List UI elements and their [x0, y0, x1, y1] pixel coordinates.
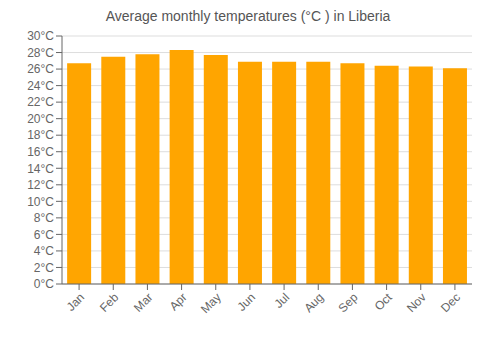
svg-text:Oct: Oct — [372, 290, 396, 314]
svg-text:Aug: Aug — [301, 290, 326, 315]
svg-text:Jul: Jul — [271, 290, 292, 311]
svg-text:20°C: 20°C — [27, 112, 54, 126]
svg-text:16°C: 16°C — [27, 145, 54, 159]
svg-text:26°C: 26°C — [27, 62, 54, 76]
svg-text:30°C: 30°C — [27, 29, 54, 43]
svg-text:24°C: 24°C — [27, 79, 54, 93]
svg-text:4°C: 4°C — [34, 244, 54, 258]
svg-text:22°C: 22°C — [27, 95, 54, 109]
svg-text:6°C: 6°C — [34, 228, 54, 242]
svg-text:May: May — [198, 290, 224, 316]
html-text:Average monthly temperatures (: Average monthly temperatures (°C ) in Li… — [105, 8, 391, 24]
svg-text:Jun: Jun — [234, 290, 258, 314]
svg-text:Nov: Nov — [404, 290, 429, 315]
svg-text:Sep: Sep — [336, 290, 361, 315]
svg-text:14°C: 14°C — [27, 162, 54, 176]
svg-text:0°C: 0°C — [34, 277, 54, 291]
svg-text:Mar: Mar — [131, 290, 156, 315]
svg-text:12°C: 12°C — [27, 178, 54, 192]
svg-text:18°C: 18°C — [27, 128, 54, 142]
svg-text:10°C: 10°C — [27, 195, 54, 209]
svg-text:Dec: Dec — [438, 290, 463, 315]
svg-text:8°C: 8°C — [34, 211, 54, 225]
svg-text:28°C: 28°C — [27, 46, 54, 60]
svg-text:Apr: Apr — [167, 290, 190, 313]
svg-text:Jan: Jan — [64, 290, 88, 314]
svg-text:2°C: 2°C — [34, 261, 54, 275]
svg-text:Feb: Feb — [97, 290, 122, 315]
